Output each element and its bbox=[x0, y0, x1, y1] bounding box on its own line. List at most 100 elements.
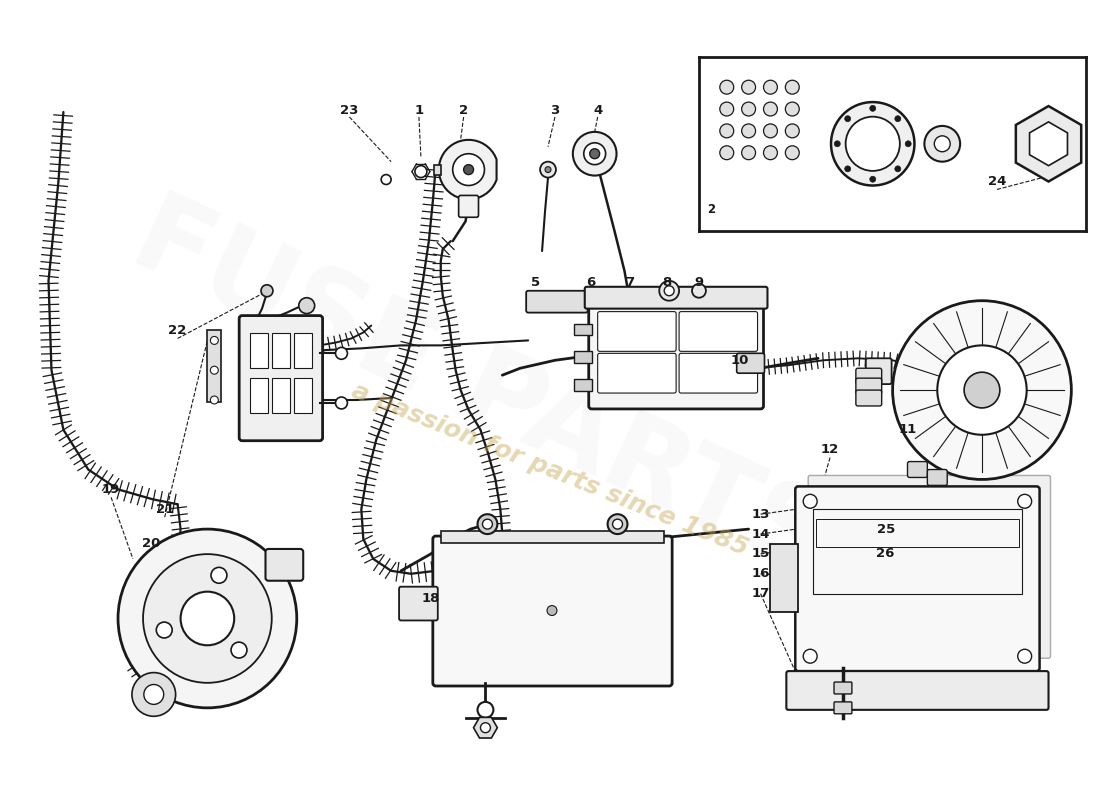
FancyBboxPatch shape bbox=[834, 702, 851, 714]
Circle shape bbox=[659, 281, 679, 301]
Circle shape bbox=[870, 176, 876, 182]
Circle shape bbox=[299, 298, 315, 314]
Text: 2: 2 bbox=[707, 203, 715, 216]
FancyBboxPatch shape bbox=[588, 296, 763, 409]
Circle shape bbox=[477, 514, 497, 534]
Circle shape bbox=[846, 117, 900, 171]
Text: 11: 11 bbox=[899, 423, 916, 436]
Polygon shape bbox=[1015, 106, 1081, 182]
Text: 7: 7 bbox=[625, 276, 634, 290]
Circle shape bbox=[573, 132, 616, 175]
Text: 8: 8 bbox=[662, 276, 672, 290]
FancyBboxPatch shape bbox=[597, 312, 676, 351]
FancyBboxPatch shape bbox=[526, 290, 587, 313]
Circle shape bbox=[803, 494, 817, 508]
Text: 1: 1 bbox=[415, 103, 424, 117]
Circle shape bbox=[544, 166, 551, 173]
FancyBboxPatch shape bbox=[786, 671, 1048, 710]
Circle shape bbox=[210, 337, 218, 344]
Text: 6: 6 bbox=[586, 276, 595, 290]
Circle shape bbox=[741, 102, 756, 116]
FancyBboxPatch shape bbox=[866, 358, 892, 384]
Text: 9: 9 bbox=[694, 276, 704, 290]
Circle shape bbox=[261, 285, 273, 297]
Circle shape bbox=[924, 126, 960, 162]
Text: 19: 19 bbox=[102, 483, 120, 496]
Text: 2: 2 bbox=[459, 103, 469, 117]
Text: 15: 15 bbox=[751, 547, 770, 561]
FancyBboxPatch shape bbox=[265, 549, 304, 581]
Circle shape bbox=[415, 166, 427, 178]
FancyBboxPatch shape bbox=[585, 286, 768, 309]
Text: 23: 23 bbox=[340, 103, 359, 117]
FancyBboxPatch shape bbox=[856, 390, 882, 406]
Bar bbox=[574, 379, 592, 391]
Circle shape bbox=[719, 80, 734, 94]
Bar bbox=[272, 378, 289, 413]
Circle shape bbox=[741, 124, 756, 138]
Polygon shape bbox=[439, 140, 496, 199]
FancyBboxPatch shape bbox=[795, 486, 1040, 671]
Circle shape bbox=[547, 606, 557, 615]
FancyBboxPatch shape bbox=[432, 536, 672, 686]
Polygon shape bbox=[473, 718, 497, 738]
Text: a passion for parts since 1985: a passion for parts since 1985 bbox=[349, 378, 751, 560]
Text: 14: 14 bbox=[751, 527, 770, 541]
Bar bbox=[208, 330, 221, 402]
FancyBboxPatch shape bbox=[927, 470, 947, 486]
Circle shape bbox=[1018, 650, 1032, 663]
Text: 20: 20 bbox=[142, 538, 160, 550]
Text: 26: 26 bbox=[877, 547, 894, 561]
Circle shape bbox=[870, 106, 876, 111]
Circle shape bbox=[763, 146, 778, 160]
Circle shape bbox=[834, 141, 840, 146]
FancyBboxPatch shape bbox=[597, 354, 676, 393]
Circle shape bbox=[719, 102, 734, 116]
Bar bbox=[294, 378, 311, 413]
Text: FUSE PARTS: FUSE PARTS bbox=[116, 182, 845, 598]
Text: 22: 22 bbox=[168, 324, 187, 337]
Circle shape bbox=[845, 116, 850, 122]
FancyBboxPatch shape bbox=[737, 354, 764, 373]
Circle shape bbox=[719, 146, 734, 160]
Circle shape bbox=[481, 722, 491, 733]
Text: 4: 4 bbox=[593, 103, 603, 117]
Bar bbox=[770, 544, 799, 611]
Circle shape bbox=[382, 174, 392, 185]
Text: 16: 16 bbox=[751, 567, 770, 580]
Circle shape bbox=[132, 673, 176, 716]
Circle shape bbox=[894, 166, 901, 172]
Circle shape bbox=[763, 124, 778, 138]
Circle shape bbox=[613, 519, 623, 529]
Circle shape bbox=[210, 396, 218, 404]
Text: 18: 18 bbox=[421, 592, 440, 605]
Circle shape bbox=[477, 702, 494, 718]
Circle shape bbox=[540, 162, 556, 178]
Circle shape bbox=[180, 592, 234, 646]
FancyBboxPatch shape bbox=[399, 586, 438, 621]
FancyBboxPatch shape bbox=[679, 312, 758, 351]
Circle shape bbox=[483, 519, 493, 529]
Bar bbox=[813, 510, 1022, 594]
Bar bbox=[574, 323, 592, 335]
Circle shape bbox=[763, 102, 778, 116]
Circle shape bbox=[937, 346, 1026, 434]
Circle shape bbox=[211, 567, 227, 583]
Circle shape bbox=[143, 554, 272, 683]
Text: 13: 13 bbox=[751, 508, 770, 521]
Polygon shape bbox=[433, 165, 441, 174]
Circle shape bbox=[144, 685, 164, 704]
FancyBboxPatch shape bbox=[459, 195, 478, 218]
Circle shape bbox=[892, 301, 1071, 479]
Circle shape bbox=[830, 102, 914, 186]
Text: 25: 25 bbox=[877, 522, 894, 535]
Circle shape bbox=[231, 642, 246, 658]
FancyBboxPatch shape bbox=[856, 378, 882, 394]
Circle shape bbox=[156, 622, 173, 638]
FancyBboxPatch shape bbox=[856, 368, 882, 384]
Circle shape bbox=[964, 372, 1000, 408]
Circle shape bbox=[664, 286, 674, 296]
Bar bbox=[441, 531, 664, 543]
Circle shape bbox=[210, 366, 218, 374]
Circle shape bbox=[803, 650, 817, 663]
